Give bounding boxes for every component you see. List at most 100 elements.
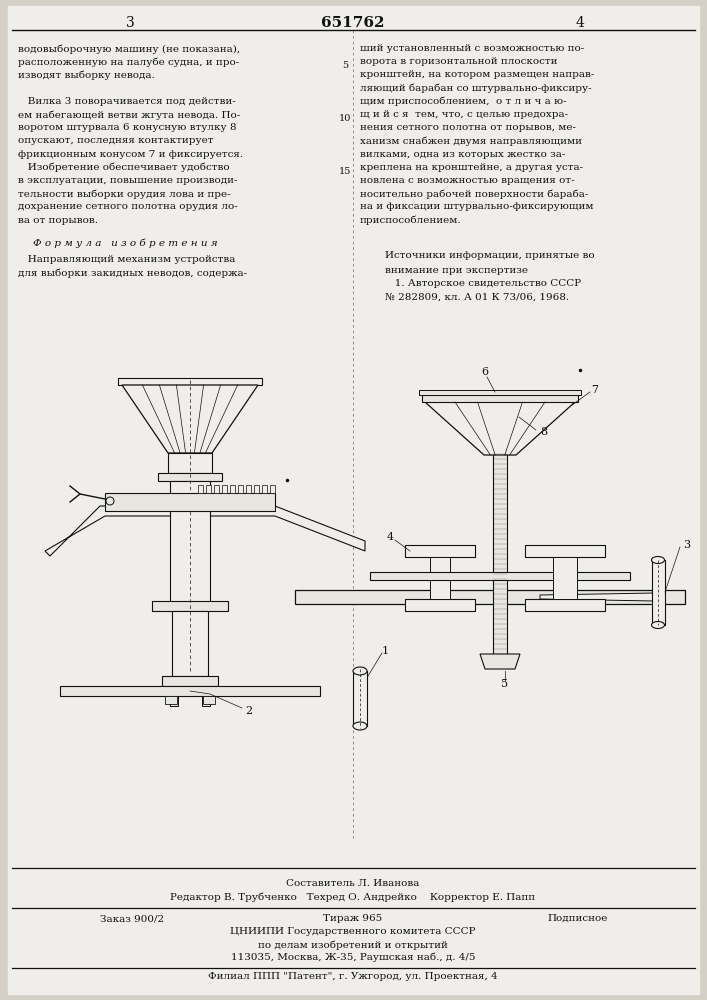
- Text: щим приспособлением,  о т л и ч а ю-: щим приспособлением, о т л и ч а ю-: [360, 97, 566, 106]
- Text: Ф о р м у л а   и з о б р е т е н и я: Ф о р м у л а и з о б р е т е н и я: [33, 239, 218, 248]
- Bar: [295, 590, 685, 604]
- Text: 1: 1: [382, 646, 389, 656]
- Polygon shape: [45, 506, 365, 556]
- Text: Редактор В. Трубченко   Техред О. Андрейко    Корректор Е. Папп: Редактор В. Трубченко Техред О. Андрейко…: [170, 893, 536, 902]
- Text: 15: 15: [339, 167, 351, 176]
- Ellipse shape: [651, 556, 665, 564]
- Text: ем набегающей ветви жгута невода. По-: ем набегающей ветви жгута невода. По-: [18, 110, 240, 119]
- Polygon shape: [480, 654, 520, 669]
- Text: Источники информации, принятые во: Источники информации, принятые во: [385, 251, 595, 260]
- Bar: [254, 485, 259, 493]
- Bar: [158, 473, 222, 481]
- Text: 6: 6: [481, 367, 489, 377]
- Text: по делам изобретений и открытий: по делам изобретений и открытий: [258, 940, 448, 950]
- Bar: [172, 611, 208, 676]
- Text: Заказ 900/2: Заказ 900/2: [100, 914, 164, 923]
- Bar: [162, 676, 218, 686]
- Text: на и фиксации штурвально-фиксирующим: на и фиксации штурвально-фиксирующим: [360, 202, 593, 211]
- Bar: [168, 453, 212, 473]
- Text: кронштейн, на котором размещен направ-: кронштейн, на котором размещен направ-: [360, 70, 595, 79]
- Text: расположенную на палубе судна, и про-: расположенную на палубе судна, и про-: [18, 57, 239, 67]
- Text: 1. Авторское свидетельство СССР: 1. Авторское свидетельство СССР: [385, 279, 581, 288]
- Text: 7: 7: [592, 385, 599, 395]
- Ellipse shape: [353, 722, 367, 730]
- Bar: [405, 599, 475, 611]
- Bar: [353, 671, 367, 726]
- Text: фрикционным конусом 7 и фиксируется.: фрикционным конусом 7 и фиксируется.: [18, 150, 243, 159]
- Text: 3: 3: [683, 540, 690, 550]
- Bar: [419, 390, 581, 395]
- Bar: [198, 485, 203, 493]
- Polygon shape: [540, 593, 655, 601]
- Text: Филиал ППП "Патент", г. Ужгород, ул. Проектная, 4: Филиал ППП "Патент", г. Ужгород, ул. Про…: [208, 972, 498, 981]
- Text: ханизм снабжен двумя направляющими: ханизм снабжен двумя направляющими: [360, 136, 582, 146]
- Polygon shape: [122, 385, 258, 453]
- Text: нения сетного полотна от порывов, ме-: нения сетного полотна от порывов, ме-: [360, 123, 576, 132]
- Text: изводят выборку невода.: изводят выборку невода.: [18, 70, 155, 80]
- Bar: [214, 485, 219, 493]
- Bar: [105, 493, 275, 511]
- Bar: [246, 485, 251, 493]
- Text: креплена на кронштейне, а другая уста-: креплена на кронштейне, а другая уста-: [360, 163, 583, 172]
- Bar: [170, 481, 210, 611]
- Bar: [405, 545, 475, 557]
- Text: Подписное: Подписное: [548, 914, 608, 923]
- Text: 651762: 651762: [321, 16, 385, 30]
- Text: ворота в горизонтальной плоскости: ворота в горизонтальной плоскости: [360, 57, 558, 66]
- Text: 10: 10: [339, 114, 351, 123]
- Text: Изобретение обеспечивает удобство: Изобретение обеспечивает удобство: [18, 163, 230, 172]
- Text: в эксплуатации, повышение производи-: в эксплуатации, повышение производи-: [18, 176, 238, 185]
- Text: 2: 2: [245, 706, 252, 716]
- Polygon shape: [425, 402, 575, 455]
- Text: 5: 5: [342, 61, 348, 70]
- Bar: [152, 601, 228, 611]
- Bar: [165, 696, 177, 704]
- Text: вилками, одна из которых жестко за-: вилками, одна из которых жестко за-: [360, 150, 566, 159]
- Text: ляющий барабан со штурвально-фиксиру-: ляющий барабан со штурвально-фиксиру-: [360, 84, 592, 93]
- Text: Направляющий механизм устройства: Направляющий механизм устройства: [18, 255, 235, 264]
- Bar: [525, 599, 605, 611]
- Text: опускают, последняя контактирует: опускают, последняя контактирует: [18, 136, 214, 145]
- Bar: [202, 696, 210, 706]
- Text: носительно рабочей поверхности бараба-: носительно рабочей поверхности бараба-: [360, 189, 588, 199]
- Text: 3: 3: [126, 16, 134, 30]
- Bar: [262, 485, 267, 493]
- Bar: [493, 450, 507, 654]
- Bar: [170, 696, 178, 706]
- Bar: [206, 485, 211, 493]
- Text: ЦНИИПИ Государственного комитета СССР: ЦНИИПИ Государственного комитета СССР: [230, 927, 476, 936]
- Text: новлена с возможностью вращения от-: новлена с возможностью вращения от-: [360, 176, 575, 185]
- Text: № 282809, кл. А 01 К 73/06, 1968.: № 282809, кл. А 01 К 73/06, 1968.: [385, 292, 569, 301]
- Text: водовыборочную машину (не показана),: водовыборочную машину (не показана),: [18, 44, 240, 53]
- Bar: [422, 395, 578, 402]
- Text: ший установленный с возможностью по-: ший установленный с возможностью по-: [360, 44, 584, 53]
- Bar: [525, 545, 605, 557]
- Text: приспособлением.: приспособлением.: [360, 216, 462, 225]
- Bar: [553, 557, 577, 599]
- Text: щ и й с я  тем, что, с целью предохра-: щ и й с я тем, что, с целью предохра-: [360, 110, 568, 119]
- Text: 4: 4: [575, 16, 585, 30]
- Bar: [270, 485, 275, 493]
- Text: воротом штурвала 6 конусную втулку 8: воротом штурвала 6 конусную втулку 8: [18, 123, 237, 132]
- Bar: [238, 485, 243, 493]
- Text: тельности выборки орудия лова и пре-: тельности выборки орудия лова и пре-: [18, 189, 230, 199]
- Text: Составитель Л. Иванова: Составитель Л. Иванова: [286, 879, 420, 888]
- Text: Вилка 3 поворачивается под действи-: Вилка 3 поворачивается под действи-: [18, 97, 235, 106]
- Bar: [118, 378, 262, 385]
- Text: внимание при экспертизе: внимание при экспертизе: [385, 266, 528, 275]
- Text: 113035, Москва, Ж-35, Раушская наб., д. 4/5: 113035, Москва, Ж-35, Раушская наб., д. …: [230, 953, 475, 962]
- Bar: [60, 686, 320, 696]
- Text: ва от порывов.: ва от порывов.: [18, 216, 98, 225]
- Bar: [230, 485, 235, 493]
- Text: дохранение сетного полотна орудия ло-: дохранение сетного полотна орудия ло-: [18, 202, 238, 211]
- Text: 8: 8: [540, 427, 547, 437]
- Bar: [652, 560, 665, 625]
- Text: 4: 4: [387, 532, 394, 542]
- Ellipse shape: [651, 621, 665, 629]
- Bar: [203, 696, 215, 704]
- Bar: [370, 572, 630, 580]
- Bar: [430, 557, 450, 599]
- Text: Тираж 965: Тираж 965: [323, 914, 382, 923]
- Text: для выборки закидных неводов, содержа-: для выборки закидных неводов, содержа-: [18, 268, 247, 277]
- Text: 5: 5: [501, 679, 508, 689]
